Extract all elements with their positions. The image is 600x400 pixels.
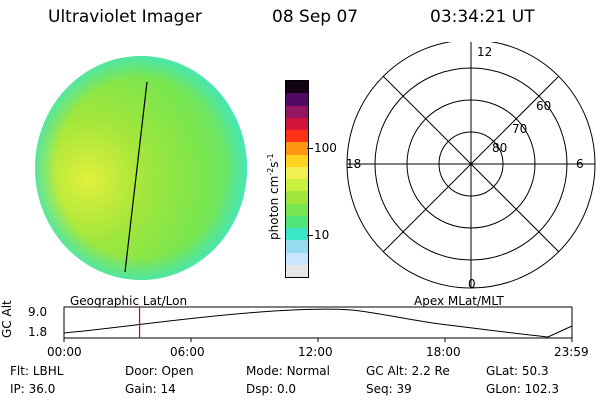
colorbar-band	[286, 81, 308, 94]
time-label: 03:34:21 UT	[430, 7, 535, 27]
colorbar	[285, 80, 309, 278]
info-dsp: Dsp: 0.0	[246, 382, 297, 396]
colorbar-band	[286, 252, 308, 265]
lat-label-70: 70	[512, 122, 527, 136]
terminator-line	[124, 81, 148, 273]
timeline-xtick-1200: 12:00	[298, 345, 333, 359]
colorbar-band	[286, 117, 308, 130]
lat-label-80: 80	[492, 141, 507, 155]
colorbar-band	[286, 191, 308, 204]
colorbar-band	[286, 154, 308, 167]
timeline-xtick-1800: 18:00	[426, 345, 461, 359]
colorbar-tick-100	[307, 148, 313, 149]
timeline-xtick-0600: 06:00	[170, 345, 205, 359]
timeline-left-label: Geographic Lat/Lon	[70, 294, 188, 308]
timeline-ytick-1-8: 1.8	[28, 325, 48, 339]
info-glat: GLat: 50.3	[486, 364, 549, 378]
colorbar-band	[286, 93, 308, 106]
info-seq: Seq: 39	[366, 382, 412, 396]
mlt-label-12: 12	[477, 45, 492, 59]
date-label: 08 Sep 07	[272, 7, 359, 27]
colorbar-band	[286, 203, 308, 216]
timeline-right-label: Apex MLat/MLT	[414, 294, 504, 308]
timeline-ylabel: GC Alt	[0, 300, 14, 338]
mlt-label-6: 6	[576, 157, 584, 171]
colorbar-band	[286, 264, 308, 277]
instrument-title: Ultraviolet Imager	[48, 7, 202, 27]
colorbar-band	[286, 166, 308, 179]
colorbar-band	[286, 142, 308, 155]
colorbar-tick-label-10: 10	[314, 228, 330, 242]
colorbar-tick-10	[307, 235, 313, 236]
timeline-plot	[63, 306, 573, 342]
colorbar-band	[286, 240, 308, 253]
colorbar-band	[286, 105, 308, 118]
timeline-xtick-2359: 23:59	[554, 345, 589, 359]
altitude-curve	[63, 308, 573, 338]
info-door: Door: Open	[125, 364, 194, 378]
polar-grid: 12 18 6 0 60 70 80	[346, 42, 596, 291]
colorbar-band	[286, 130, 308, 143]
info-ip: IP: 36.0	[10, 382, 56, 396]
mlt-label-18: 18	[346, 157, 361, 171]
info-gain: Gain: 14	[125, 382, 176, 396]
mlt-label-0: 0	[468, 277, 476, 291]
lat-label-60: 60	[536, 99, 551, 113]
colorbar-band	[286, 215, 308, 228]
colorbar-unit-label: photon cm-2s-1	[266, 153, 281, 240]
colorbar-band	[286, 179, 308, 192]
info-glon: GLon: 102.3	[486, 382, 559, 396]
timeline-xtick-0000: 00:00	[47, 345, 82, 359]
info-mode: Mode: Normal	[246, 364, 330, 378]
timeline-ytick-9: 9.0	[28, 305, 48, 319]
info-flt: Flt: LBHL	[10, 364, 64, 378]
colorbar-band	[286, 228, 308, 241]
info-gc-alt: GC Alt: 2.2 Re	[366, 364, 450, 378]
colorbar-tick-label-100: 100	[314, 141, 337, 155]
auroral-image	[35, 56, 247, 280]
